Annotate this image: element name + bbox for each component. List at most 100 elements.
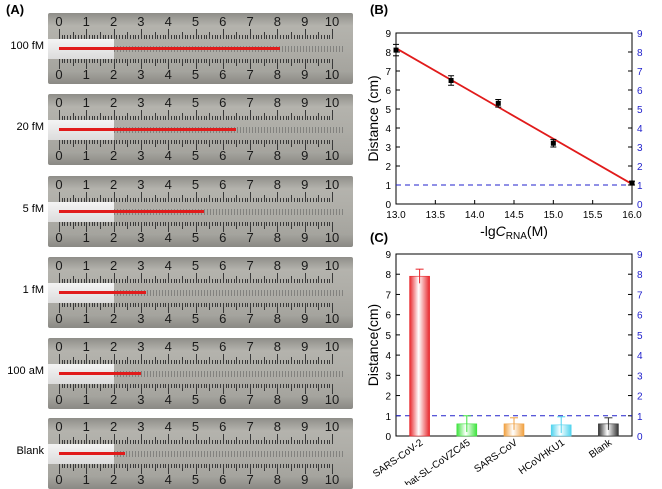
ruler-tick <box>228 279 230 283</box>
ruler-tick <box>280 279 282 283</box>
ruler-tick <box>312 116 314 120</box>
ruler-tick <box>291 32 293 39</box>
ruler-tick <box>102 140 104 144</box>
ruler-tick <box>102 303 104 307</box>
ruler-tick <box>160 303 161 307</box>
ruler-tick <box>160 360 161 364</box>
ruler-tick <box>129 59 131 63</box>
ruler-tick <box>190 35 192 39</box>
ruler-tick <box>277 59 279 69</box>
ruler-tick <box>280 35 282 39</box>
ruler-tick <box>255 35 257 39</box>
ruler-tick <box>323 303 325 307</box>
ruler-tick <box>80 279 82 283</box>
ruler-tick <box>143 140 145 144</box>
ruler-tick <box>299 440 301 444</box>
ruler-tick <box>162 116 164 120</box>
ruler-number: 10 <box>324 177 340 192</box>
ruler-tick <box>310 303 312 307</box>
ruler-tick <box>203 303 205 307</box>
ruler-tick <box>140 222 142 232</box>
ruler-tick <box>116 303 118 307</box>
ruler-tick <box>255 116 257 120</box>
ruler-tick <box>266 384 268 388</box>
ruler-tick <box>285 116 287 120</box>
ruler-tick <box>263 140 265 147</box>
ruler-tick <box>124 198 126 202</box>
ruler-tick <box>72 464 74 471</box>
x-tick-label: 13.5 <box>426 210 446 221</box>
x-tick-label: 13.0 <box>386 210 406 221</box>
ruler-tick <box>274 279 276 283</box>
ruler-photo: 0 0 1 1 2 2 3 3 4 4 5 5 6 6 7 7 8 8 9 9 10 10 <box>48 257 353 328</box>
ruler-tick <box>258 222 260 226</box>
ruler-tick <box>255 303 257 307</box>
ruler-tick <box>230 440 232 444</box>
ruler-tick <box>312 440 314 444</box>
ruler-tick <box>310 464 312 468</box>
ruler-tick <box>67 116 69 120</box>
data-point <box>550 140 556 146</box>
ruler-tick <box>282 198 284 202</box>
ruler-number: 3 <box>137 95 145 110</box>
ruler-tick <box>321 384 323 388</box>
ruler-tick <box>255 440 257 444</box>
ruler-tick <box>217 140 219 144</box>
ruler-tick <box>239 116 241 120</box>
ruler-tick <box>211 360 213 364</box>
ruler-tick <box>157 384 159 388</box>
ruler-tick <box>146 464 148 468</box>
ruler-tick <box>91 222 93 226</box>
ruler-tick <box>261 440 263 444</box>
ruler-tick <box>280 140 282 144</box>
ruler-number: 2 <box>109 258 118 273</box>
ruler-tick <box>198 440 200 444</box>
ruler-tick <box>132 35 134 39</box>
ruler-tick <box>127 276 129 283</box>
ruler-photo: 0 0 1 1 2 2 3 3 4 4 5 5 6 6 7 7 8 8 9 9 10 10 <box>48 338 353 409</box>
ruler-number: 9 <box>301 148 309 163</box>
ruler-tick <box>83 279 85 283</box>
ruler-tick <box>291 59 293 66</box>
ruler-tick <box>75 440 77 444</box>
ruler-tick <box>154 303 156 310</box>
ruler-number: 7 <box>246 472 254 487</box>
ruler-tick <box>105 360 107 364</box>
ruler-tick <box>192 198 194 202</box>
ruler-tick <box>211 59 213 63</box>
ruler-tick <box>326 384 328 388</box>
ruler-tick <box>116 222 118 226</box>
ruler-tick <box>312 198 314 202</box>
ruler-tick <box>315 35 317 39</box>
ruler-tick <box>293 59 295 63</box>
ruler-tick <box>310 35 312 39</box>
ruler-tick <box>127 140 129 147</box>
ruler-tick <box>252 116 254 120</box>
ruler-tick <box>247 384 249 388</box>
ruler-tick <box>80 35 82 39</box>
ruler-tick <box>239 35 241 39</box>
ruler-tick <box>250 222 252 232</box>
ruler-tick <box>203 222 205 226</box>
ruler-tick <box>195 29 197 39</box>
ruler-tick <box>138 222 140 226</box>
ruler-tick <box>78 116 80 120</box>
ruler-tick <box>288 35 290 39</box>
ruler-tick <box>75 279 77 283</box>
ruler-number: 0 <box>55 339 63 354</box>
ruler-tick <box>75 140 77 144</box>
ruler-tick <box>179 440 181 444</box>
ruler-tick <box>154 59 156 66</box>
ruler-number: 1 <box>82 177 90 192</box>
ruler-tick <box>75 303 77 307</box>
ruler-number: 1 <box>82 67 90 82</box>
ruler-tick <box>321 222 323 226</box>
y-tick-label-right: 4 <box>637 124 643 135</box>
ruler-tick <box>214 116 216 120</box>
ruler-tick <box>271 440 273 444</box>
ruler-tick <box>105 279 107 283</box>
ruler-tick <box>291 464 293 471</box>
y-tick-label-right: 7 <box>637 67 643 78</box>
data-point <box>393 47 399 53</box>
ruler-tick <box>228 116 230 120</box>
